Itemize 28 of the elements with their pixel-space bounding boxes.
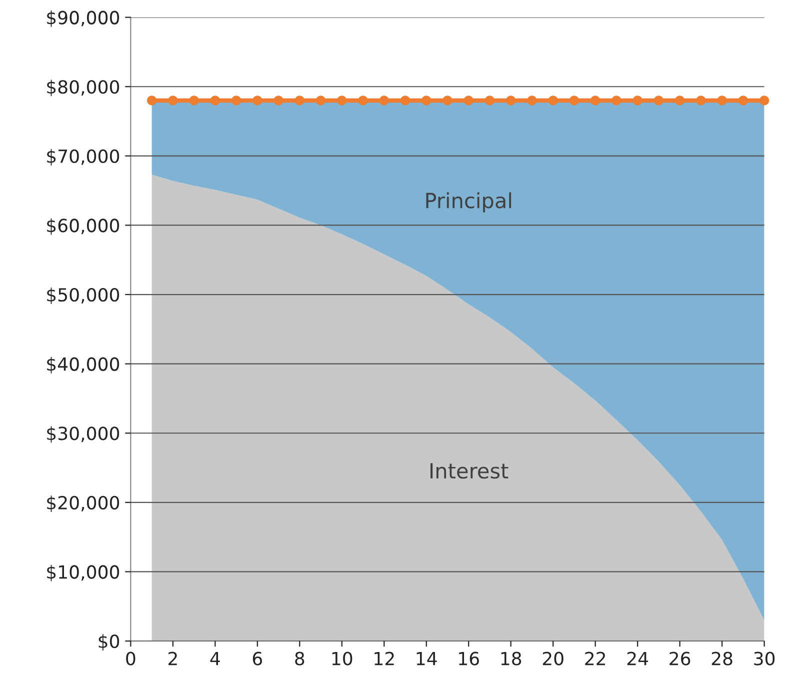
x-tick-label: 2 [168,652,177,666]
y-tick-label: $20,000 [47,496,120,512]
y-tick-label: $70,000 [47,149,120,166]
x-tick-label: 12 [374,652,394,666]
x-tick-label: 0 [126,652,136,666]
x-tick-label: 18 [501,652,522,666]
y-tick-label: $60,000 [47,218,120,235]
x-tick-label: 14 [416,652,437,666]
x-tick-label: 8 [295,652,304,666]
x-tick-label: 6 [252,652,262,666]
x-tick-label: 16 [459,652,479,666]
x-tick-label: 30 [754,652,775,666]
x-tick-label: 10 [332,652,352,666]
y-tick-label: $10,000 [47,564,120,582]
x-tick-label: 26 [670,652,690,666]
x-tick-label: 24 [627,652,648,666]
x-tick-label: 28 [712,652,732,666]
x-tick-label: 20 [542,652,564,666]
y-tick-label: $40,000 [47,356,120,374]
y-tick-label: $30,000 [47,426,120,443]
y-tick-label: $90,000 [47,10,120,27]
x-tick-label: 4 [210,652,220,666]
series-label: Interest [430,463,508,479]
y-tick-label: $50,000 [47,288,120,304]
y-tick-label: $80,000 [47,80,120,96]
x-tick-label: 22 [585,652,605,666]
series-label: Principal [426,192,512,212]
y-tick-label: $0 [98,634,120,651]
